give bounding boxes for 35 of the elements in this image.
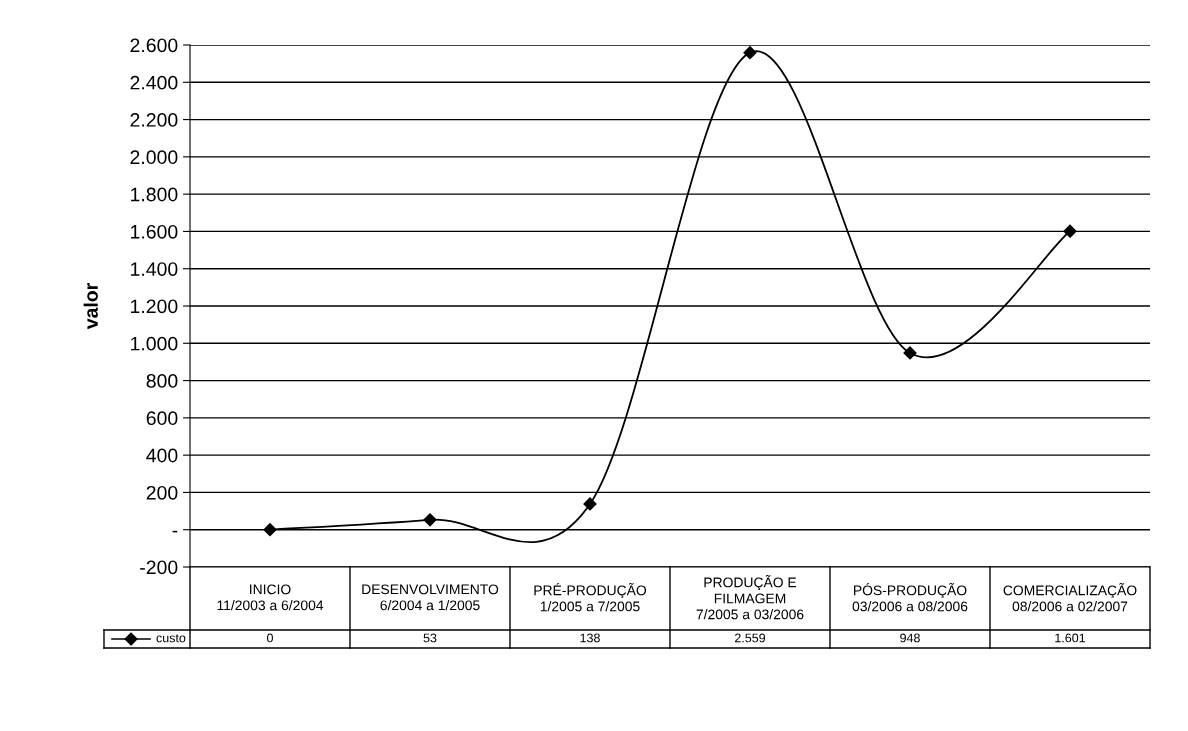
y-tick-label: 1.600 xyxy=(131,224,178,239)
y-tick-label: 2.600 xyxy=(130,38,178,53)
x-tick-label: DESENVOLVIMENTO 6/2004 a 1/2005 xyxy=(362,584,499,611)
data-label: 0 xyxy=(267,633,273,643)
y-axis-title: valor xyxy=(83,283,98,330)
legend-label: custo xyxy=(156,634,186,643)
point xyxy=(743,46,757,60)
x-tick-label: PRODUÇÃO E FILMAGEM 7/2005 a 03/2006 xyxy=(696,574,804,620)
data-label: 1.601 xyxy=(1055,633,1086,643)
y-tick-label: 2.000 xyxy=(130,150,178,165)
data-label: 53 xyxy=(423,633,437,643)
point xyxy=(263,523,277,537)
point xyxy=(903,346,917,360)
data-label: 948 xyxy=(900,633,920,643)
point xyxy=(423,513,437,527)
y-tick-label: -200 xyxy=(140,560,178,575)
data-label: 138 xyxy=(580,633,600,643)
y-tick-label: 1.000 xyxy=(131,336,178,351)
y-tick-label: 2.400 xyxy=(130,75,178,90)
x-tick-label: PÓS-PRODUÇÃO 03/2006 a 08/2006 xyxy=(852,582,968,612)
y-tick-label: 800 xyxy=(146,374,178,388)
y-tick-label: 400 xyxy=(146,448,178,463)
x-tick-label: INICIO 11/2003 a 6/2004 xyxy=(217,584,324,611)
x-tick-label: PRÉ-PRODUÇÃO 1/2005 a 7/2005 xyxy=(534,582,647,612)
y-tick-label: 1.400 xyxy=(131,262,178,276)
y-tick-label: 1.200 xyxy=(131,299,178,314)
y-tick-label: 200 xyxy=(146,485,178,500)
point xyxy=(1063,224,1077,238)
y-tick-label: 600 xyxy=(146,411,178,426)
y-tick-label: 2.200 xyxy=(130,113,178,127)
y-tick-label: - xyxy=(172,530,178,533)
x-tick-label: COMERCIALIZAÇÃO 08/2006 a 02/2007 xyxy=(1003,582,1137,612)
data-label: 2.559 xyxy=(734,633,766,643)
y-tick-label: 1.800 xyxy=(131,187,178,202)
point xyxy=(583,497,597,511)
